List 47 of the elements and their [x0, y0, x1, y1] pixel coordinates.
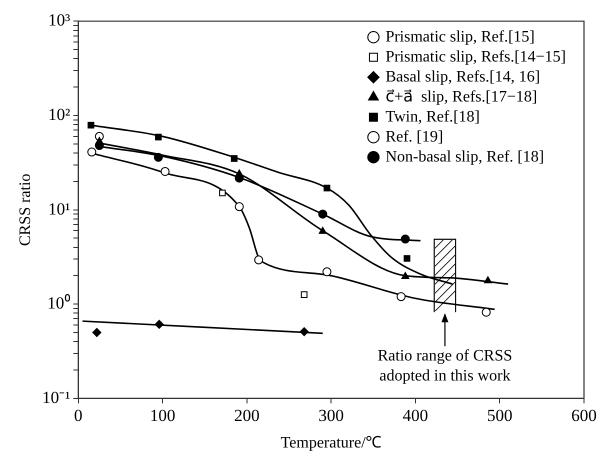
x-tick-label: 0 [74, 406, 83, 426]
x-tick-label: 300 [318, 406, 344, 426]
annotation: Ratio range of CRSS adopted in this work [378, 347, 512, 384]
point [318, 210, 328, 219]
point [318, 226, 327, 234]
point [396, 292, 406, 302]
point [300, 327, 309, 336]
point [254, 255, 264, 264]
legend-label: Non-basal slip, Ref. [18] [385, 148, 544, 166]
x-tick-label: 500 [486, 406, 512, 426]
legend-label: Basal slip, Refs.[14, 16] [385, 68, 540, 86]
point [230, 155, 238, 162]
point [401, 272, 410, 280]
point [404, 255, 410, 262]
x-tick-label: 400 [402, 406, 428, 426]
point [482, 308, 491, 317]
legend-label: Twin, Ref.[18] [385, 108, 480, 126]
point [155, 134, 162, 140]
legend-label: Prismatic slip, Ref.[15] [385, 28, 535, 46]
y-tick-label: 10³ [48, 10, 70, 30]
x-axis-title: Temperature/℃ [280, 434, 382, 452]
x-tick-label: 200 [234, 406, 260, 426]
point [87, 148, 96, 157]
point [154, 152, 163, 162]
point [219, 190, 226, 196]
x-tick-label: 600 [571, 406, 597, 426]
point [300, 291, 308, 298]
y-axis-title: CRSS ratio [16, 174, 34, 246]
point [484, 276, 492, 284]
legend-label: c⃗+a⃗ slip, Refs.[17−18] [385, 88, 538, 106]
y-tick-label: 10⁰ [47, 294, 70, 313]
y-tick-label: 10¹ [48, 199, 70, 218]
point [324, 184, 330, 192]
y-tick-label: 10² [48, 104, 70, 124]
point [154, 320, 164, 329]
point [88, 122, 94, 128]
y-tick-label: 10⁻¹ [42, 388, 70, 407]
legend-label: Ref. [19] [385, 128, 444, 146]
point [92, 328, 102, 337]
point [400, 234, 410, 244]
point [160, 166, 170, 176]
point [95, 137, 104, 144]
legend-label: Prismatic slip, Refs.[14−15] [385, 48, 566, 66]
x-tick-label: 100 [150, 406, 176, 426]
point [235, 169, 244, 176]
point [322, 267, 332, 276]
point [234, 202, 244, 212]
